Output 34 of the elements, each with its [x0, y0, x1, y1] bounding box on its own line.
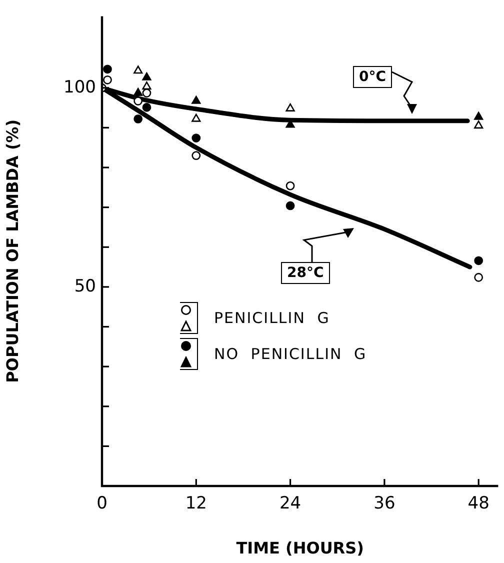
legend-label: NO PENICILLIN G — [214, 345, 367, 363]
y-tick-label: 100 — [64, 77, 96, 98]
x-axis-title: TIME (HOURS) — [236, 538, 364, 558]
point — [286, 103, 295, 112]
x-tick-label: 0 — [96, 494, 108, 514]
legend-label: PENICILLIN G — [214, 309, 330, 327]
point — [134, 66, 143, 74]
point — [192, 134, 201, 142]
point — [134, 96, 143, 106]
point — [103, 75, 112, 84]
point — [192, 151, 201, 160]
point — [142, 72, 152, 80]
point — [474, 120, 484, 129]
y-axis-title: POPULATION OF LAMBDA (%) — [2, 119, 22, 383]
x-tick-label: 12 — [185, 494, 207, 514]
annotation: 0°C — [353, 66, 392, 88]
point — [192, 96, 201, 104]
point — [474, 256, 484, 266]
point — [142, 82, 152, 90]
point — [134, 114, 143, 124]
point — [286, 201, 295, 210]
point — [103, 64, 112, 74]
x-tick-label: 36 — [374, 494, 396, 514]
point — [474, 112, 484, 120]
y-tick-label: 50 — [74, 276, 96, 296]
annotation: 28°C — [281, 262, 330, 284]
point — [192, 114, 201, 122]
point — [142, 102, 152, 112]
x-tick-label: 48 — [468, 494, 490, 514]
point — [474, 272, 484, 282]
point — [142, 88, 152, 98]
x-tick-label: 24 — [279, 494, 302, 514]
point — [286, 181, 295, 190]
point — [134, 88, 143, 96]
